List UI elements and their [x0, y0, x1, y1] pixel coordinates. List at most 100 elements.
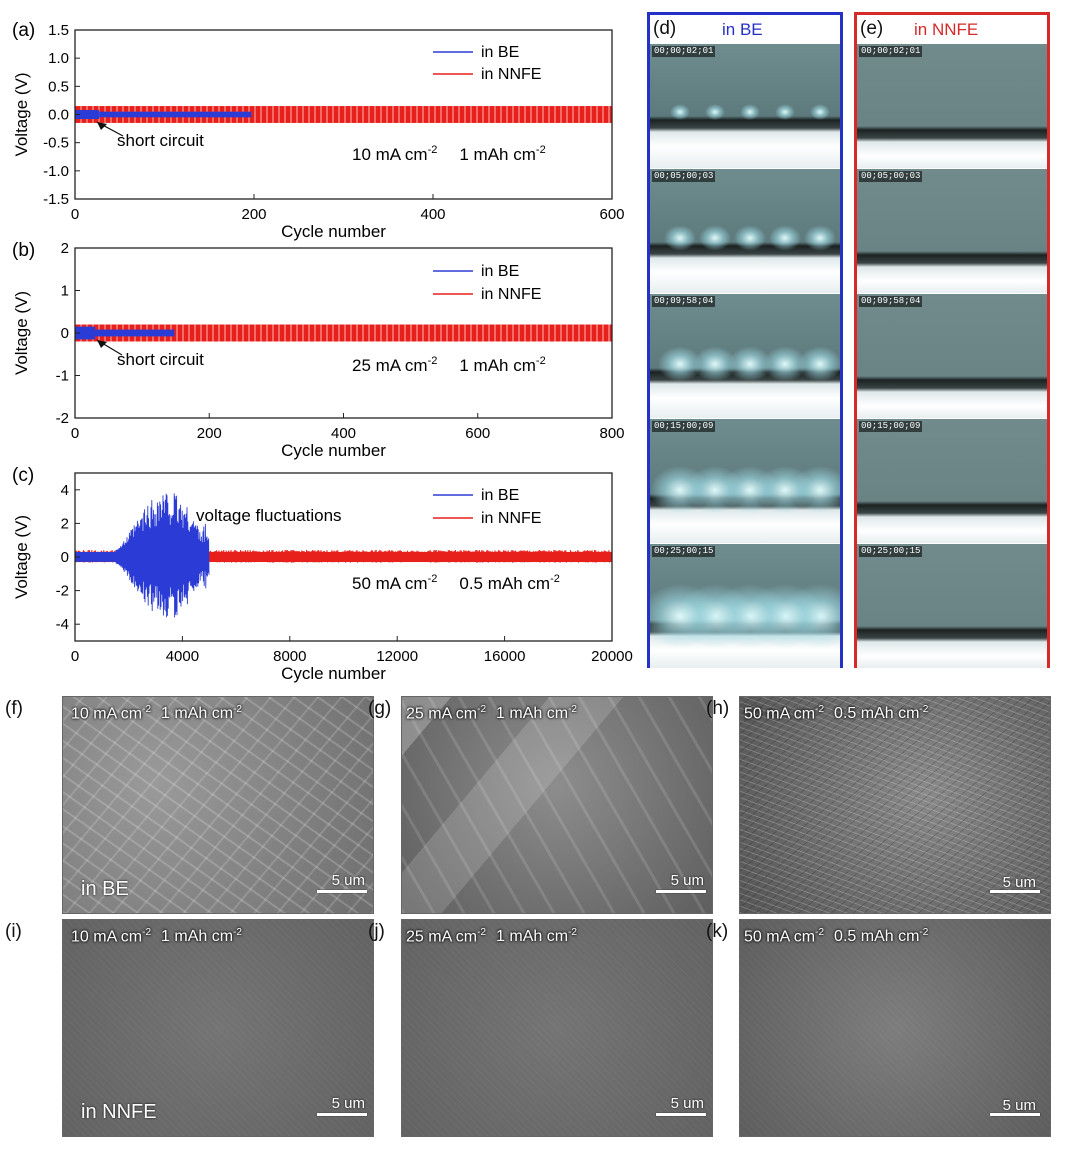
sem-condition-label: 10 mA cm-2 1 mAh cm-2: [71, 704, 242, 723]
chart-c: -4 -2 0 2 4 0 4000 8000 12000 16000 20000 Cycle num…: [12, 465, 633, 683]
arrow-head: [97, 122, 107, 130]
panel-letter: (b): [12, 240, 35, 261]
video-frame: 00;05;00;03: [650, 169, 840, 293]
panel-letter: (a): [12, 20, 35, 41]
series-in-be-initial: [75, 326, 96, 340]
sem-condition-label: 50 mA cm-2 0.5 mAh cm-2: [744, 704, 929, 723]
y-tick-label: -2: [56, 410, 69, 427]
video-frame: 00;09;58;04: [650, 294, 840, 418]
legend-label: in BE: [481, 44, 519, 61]
scale-bar-label: 5 um: [1002, 874, 1036, 891]
video-frame: 00;15;00;09: [857, 419, 1047, 543]
condition-text: 50 mA cm-2 0.5 mAh cm-2: [352, 573, 560, 593]
annotation-text: short circuit: [117, 350, 204, 369]
x-tick-label: 600: [599, 206, 624, 223]
x-tick-label: 20000: [591, 648, 633, 665]
y-tick-label: 1.5: [48, 22, 69, 39]
video-timestamp: 00;05;00;03: [652, 171, 716, 182]
x-tick-label: 400: [331, 425, 356, 442]
series-in-be-initial: [75, 109, 100, 120]
y-tick-label: 2: [61, 240, 69, 257]
x-axis-label: Cycle number: [281, 222, 386, 241]
scale-bar: [317, 1113, 367, 1116]
x-tick-label: 0: [71, 648, 79, 665]
video-timestamp: 00;09;58;04: [652, 296, 716, 307]
video-panel-be: (d) in BE 00;00;02;01 00;05;00;03 00;09;58;0…: [647, 12, 843, 668]
video-panel-title: in NNFE: [914, 20, 979, 39]
sem-panel-letter: (i): [5, 921, 22, 942]
y-tick-label: 0: [61, 549, 69, 566]
scale-bar-label: 5 um: [1002, 1097, 1036, 1114]
annotation-text: short circuit: [117, 131, 204, 150]
sem-condition-label: 10 mA cm-2 1 mAh cm-2: [71, 927, 242, 946]
x-tick-label: 800: [599, 425, 624, 442]
video-panel-title: in BE: [722, 20, 763, 39]
video-frame: 00;05;00;03: [857, 169, 1047, 293]
video-frame: 00;15;00;09: [650, 419, 840, 543]
annotation-text: voltage fluctuations: [196, 506, 342, 525]
sem-image: 10 mA cm-2 1 mAh cm-2 5 um in NNFE: [62, 919, 374, 1137]
scale-bar-label: 5 um: [331, 872, 365, 889]
series-in-nnfe: [75, 106, 612, 123]
y-axis-label: Voltage (V): [12, 515, 31, 599]
y-axis-label: Voltage (V): [12, 72, 31, 156]
arrow-head: [97, 340, 107, 348]
scale-bar: [656, 890, 706, 893]
scale-bar-label: 5 um: [331, 1095, 365, 1112]
x-axis-label: Cycle number: [281, 664, 386, 683]
sem-image: 25 mA cm-2 1 mAh cm-2 5 um: [401, 696, 713, 914]
video-timestamp: 00;00;02;01: [859, 46, 923, 57]
plot-area: [75, 493, 612, 618]
sem-condition-label: 50 mA cm-2 0.5 mAh cm-2: [744, 927, 929, 946]
x-tick-label: 0: [71, 425, 79, 442]
y-tick-label: 0.5: [48, 78, 69, 95]
sem-panel-letter: (h): [706, 698, 730, 719]
video-timestamp: 00;15;00;09: [652, 421, 716, 432]
series-in-nnfe: [75, 324, 612, 342]
x-tick-label: 600: [465, 425, 490, 442]
plot-area: [75, 106, 612, 123]
series-in-be: [99, 111, 252, 118]
video-timestamp: 00;05;00;03: [859, 171, 923, 182]
y-tick-label: 0.0: [48, 107, 69, 124]
x-axis-label: Cycle number: [281, 441, 386, 460]
x-tick-label: 400: [420, 206, 445, 223]
scale-bar: [317, 890, 367, 893]
video-timestamp: 00;00;02;01: [652, 46, 716, 57]
x-tick-label: 8000: [273, 648, 306, 665]
panel-letter: (c): [12, 465, 34, 486]
x-tick-label: 12000: [376, 648, 418, 665]
y-tick-label: -1: [56, 368, 69, 385]
scale-bar: [656, 1113, 706, 1116]
legend-label: in NNFE: [481, 510, 541, 527]
y-axis-label: Voltage (V): [12, 291, 31, 375]
sem-image: 25 mA cm-2 1 mAh cm-2 5 um: [401, 919, 713, 1137]
y-tick-label: 1.0: [48, 50, 69, 67]
y-tick-label: -0.5: [43, 135, 69, 152]
sem-image: 10 mA cm-2 1 mAh cm-2 5 um in BE: [62, 696, 374, 914]
series-in-be-trace: [75, 493, 210, 618]
y-tick-label: 1: [61, 283, 69, 300]
y-tick-label: -1.5: [43, 191, 69, 208]
legend-label: in BE: [481, 487, 519, 504]
chart-a: -1.5 -1.0 -0.5 0.0 0.5 1.0 1.5 0 200 400 600 Cycle …: [12, 20, 625, 241]
legend-label: in NNFE: [481, 286, 541, 303]
video-panel-nnfe: (e) in NNFE 00;00;02;01 00;05;00;03 00;09;58…: [854, 12, 1050, 668]
electrolyte-label: in BE: [81, 878, 129, 900]
panel-letter: (d): [653, 18, 677, 39]
x-tick-label: 4000: [166, 648, 199, 665]
sem-panel-letter: (f): [5, 698, 23, 719]
video-timestamp: 00;25;00;15: [652, 546, 716, 557]
x-tick-label: 200: [197, 425, 222, 442]
video-frame: 00;25;00;15: [650, 544, 840, 668]
sem-image-grid: (f) 10 mA cm-2 1 mAh cm-2 5 um in BE (g) 25 mA…: [0, 690, 1080, 1160]
electrolyte-label: in NNFE: [81, 1101, 157, 1123]
sem-condition-label: 25 mA cm-2 1 mAh cm-2: [406, 927, 577, 946]
sem-panel-letter: (g): [368, 698, 392, 719]
video-timestamp: 00;25;00;15: [859, 546, 923, 557]
condition-text: 25 mA cm-2 1 mAh cm-2: [352, 355, 546, 375]
voltage-charts: -1.5-1.0-0.50.00.51.01.50 200 400 600Cycle …: [12, 20, 633, 683]
x-tick-label: 0: [71, 206, 79, 223]
sem-image: 50 mA cm-2 0.5 mAh cm-2 5 um: [739, 696, 1051, 914]
legend-label: in NNFE: [481, 66, 541, 83]
